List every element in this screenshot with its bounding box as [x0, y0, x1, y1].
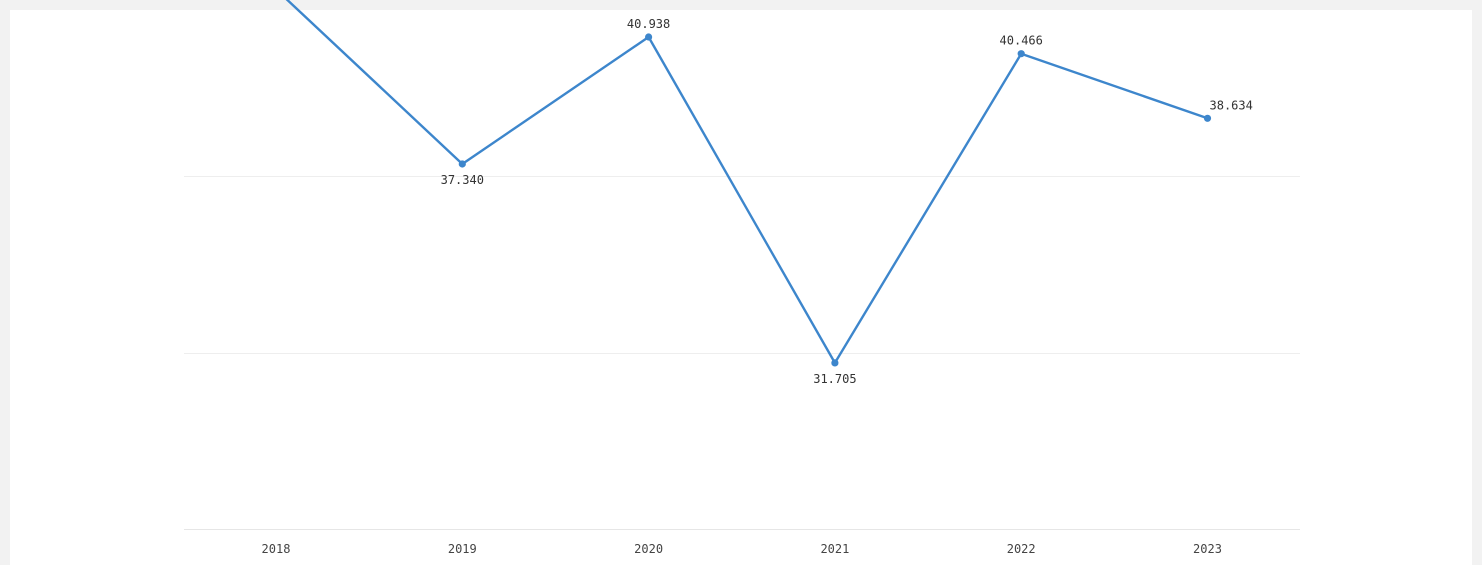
data-points: [458, 33, 1212, 367]
series-line: [285, 0, 1209, 365]
data-point-2021[interactable]: [831, 359, 839, 367]
data-label-2022: 40.466: [1000, 34, 1043, 48]
x-tick-label-2023: 2023: [1193, 542, 1222, 556]
data-label-2023: 38.634: [1210, 98, 1253, 112]
data-label-2019: 37.340: [441, 173, 484, 187]
x-tick-label-2019: 2019: [448, 542, 477, 556]
series-line-layer: [285, 0, 1209, 365]
data-label-2020: 40.938: [627, 17, 670, 31]
data-point-2020[interactable]: [645, 33, 653, 41]
data-point-2022[interactable]: [1017, 50, 1025, 58]
chart-card: [10, 10, 1472, 565]
data-point-2023[interactable]: [1203, 114, 1212, 122]
x-tick-label-2018: 2018: [262, 542, 291, 556]
data-label-2021: 31.705: [813, 372, 856, 386]
x-tick-label-2022: 2022: [1007, 542, 1036, 556]
x-tick-label-2020: 2020: [634, 542, 663, 556]
gridlines: [184, 176, 1300, 530]
x-axis-tick-labels: 2018 2019 2020 2021 2022 2023: [262, 542, 1222, 556]
data-point-2019[interactable]: [458, 160, 466, 168]
x-tick-label-2021: 2021: [820, 542, 849, 556]
